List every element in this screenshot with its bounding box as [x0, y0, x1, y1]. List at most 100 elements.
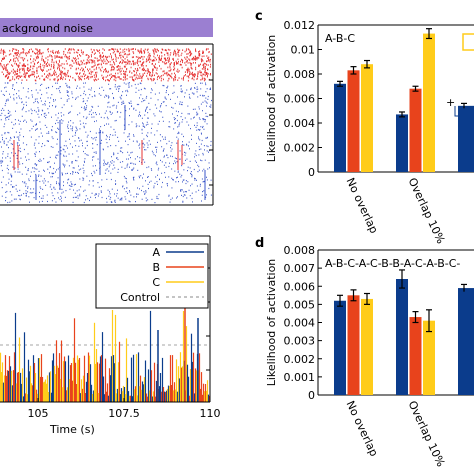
raster-spike [137, 169, 139, 171]
raster-spike [210, 87, 211, 89]
raster-spike [78, 78, 80, 81]
raster-spike [55, 201, 57, 203]
raster-spike [28, 69, 30, 72]
raster-spike [80, 75, 82, 78]
raster-spike [153, 78, 155, 80]
raster-spike [89, 130, 91, 133]
raster-spike [174, 102, 176, 105]
raster-spike [140, 60, 141, 63]
raster-spike [207, 145, 209, 148]
bar-c [361, 298, 373, 395]
raster-spike [202, 60, 204, 62]
raster-spike [59, 68, 60, 70]
raster-spike [114, 131, 116, 133]
raster-spike [124, 196, 126, 198]
raster-spike [30, 119, 32, 121]
raster-spike [4, 94, 5, 96]
raster-spike [72, 173, 74, 175]
raster-spike [121, 199, 123, 201]
y-tick-label: 0.006 [284, 93, 316, 106]
raster-spike [138, 89, 140, 91]
raster-spike [5, 102, 7, 105]
raster-spike [168, 195, 170, 197]
raster-spike [169, 66, 171, 69]
raster-spike [164, 49, 166, 51]
raster-spike [201, 58, 203, 61]
raster-spike [153, 113, 155, 115]
raster-spike [162, 120, 164, 122]
raster-spike [85, 108, 87, 110]
raster-spike [115, 145, 117, 147]
raster-spike [17, 68, 18, 71]
raster-spike [107, 189, 109, 191]
raster-spike [21, 51, 23, 54]
raster-spike [146, 142, 148, 144]
raster-spike [91, 87, 92, 89]
raster-spike [48, 63, 50, 66]
raster-spike [48, 72, 50, 75]
raster-spike [58, 66, 60, 68]
raster-spike [43, 60, 45, 63]
raster-spike [67, 124, 69, 126]
raster-spike [110, 73, 112, 75]
raster-spike [31, 71, 33, 73]
raster-spike [107, 163, 109, 165]
raster-spike [164, 72, 166, 75]
raster-spike [13, 48, 15, 50]
raster-spike [55, 82, 57, 84]
raster-spike [36, 76, 38, 79]
raster-spike [13, 97, 15, 99]
raster-spike [151, 127, 152, 129]
raster-spike [147, 199, 149, 201]
raster-spike [10, 79, 12, 82]
raster-spike [134, 63, 136, 65]
raster-spike [115, 60, 117, 62]
raster-spike [113, 97, 114, 99]
raster-spike [56, 143, 58, 145]
raster-spike [184, 117, 186, 119]
raster-spike [59, 78, 61, 80]
raster-spike [67, 56, 69, 58]
raster-spike [3, 50, 5, 53]
raster-spike [167, 85, 169, 87]
raster-spike [146, 95, 148, 98]
raster-spike [160, 67, 162, 70]
raster-spike [100, 191, 102, 193]
raster-spike [27, 186, 29, 188]
raster-spike [145, 190, 147, 192]
raster-spike [17, 168, 19, 170]
raster-spike [85, 54, 87, 56]
raster-spike [60, 153, 62, 155]
raster-spike [38, 61, 39, 63]
raster-spike [65, 54, 67, 56]
raster-spike [198, 65, 199, 67]
raster-spike [63, 149, 65, 151]
raster-spike [75, 171, 76, 173]
raster-spike [103, 71, 104, 73]
raster-spike [199, 50, 201, 52]
raster-spike [126, 78, 128, 80]
raster-spike [51, 188, 53, 190]
raster-spike [18, 119, 19, 121]
raster-spike [40, 175, 42, 177]
raster-spike [12, 65, 14, 67]
raster-spike [106, 62, 108, 65]
raster-spike [144, 126, 146, 128]
raster-spike [89, 111, 91, 113]
raster-spike [118, 68, 120, 70]
raster-spike [106, 168, 108, 170]
raster-spike [163, 156, 165, 158]
raster-spike [26, 104, 27, 106]
raster-spike [87, 70, 89, 72]
raster-spike [49, 186, 51, 188]
raster-spike [130, 100, 132, 102]
raster-spike [149, 55, 151, 57]
raster-spike [61, 77, 62, 80]
raster-spike [159, 75, 161, 78]
raster-spike [79, 72, 81, 74]
raster-spike [50, 74, 52, 77]
raster-spike [87, 60, 89, 62]
raster-spike [146, 121, 148, 123]
raster-spike [8, 132, 10, 134]
raster-spike [139, 188, 140, 190]
